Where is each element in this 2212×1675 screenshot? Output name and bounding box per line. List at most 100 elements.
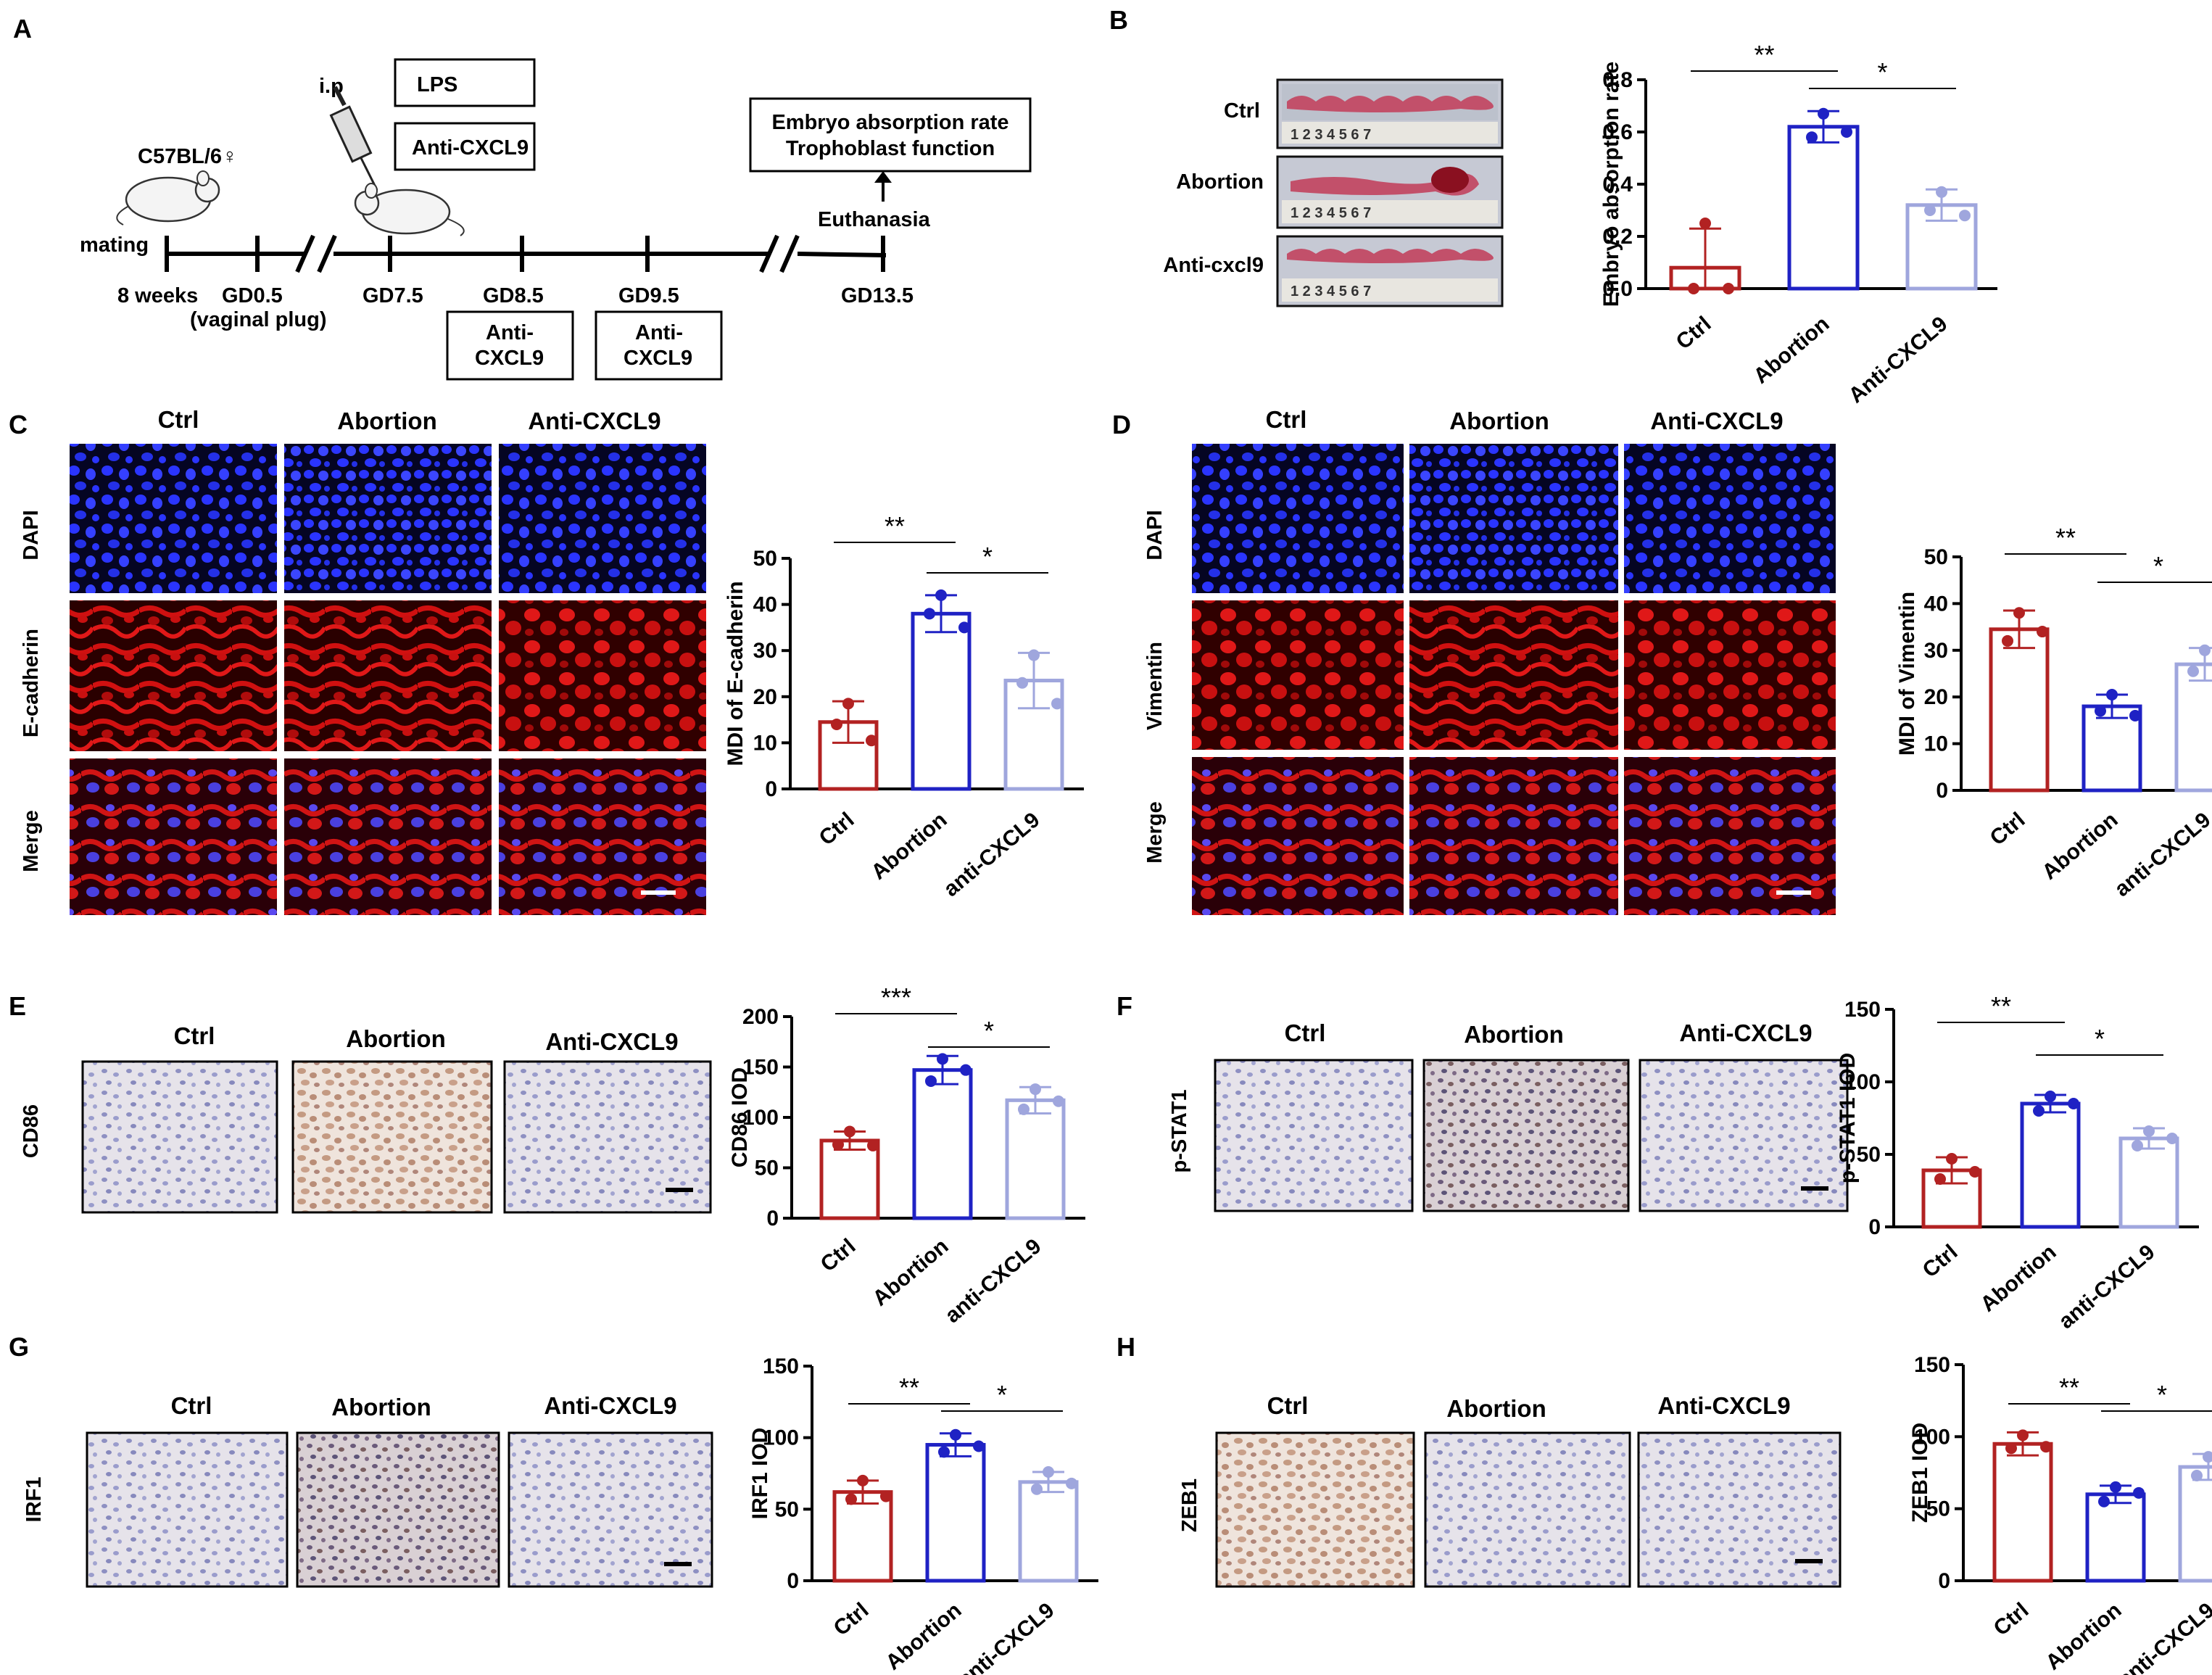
data-point bbox=[2199, 644, 2211, 656]
data-point bbox=[1699, 218, 1711, 229]
category-label: Ctrl bbox=[1918, 1240, 1963, 1282]
bar bbox=[2020, 1101, 2081, 1229]
panel-label-d: D bbox=[1112, 410, 1131, 439]
y-tick-label: 30 bbox=[1924, 639, 1948, 663]
mouse-icon bbox=[116, 170, 220, 226]
row-label: CD86 bbox=[20, 1104, 43, 1158]
anti-cxcl9-box-label: Anti-CXCL9 bbox=[412, 136, 529, 160]
data-point bbox=[950, 1428, 961, 1441]
bar bbox=[2178, 1465, 2212, 1583]
scale-bar bbox=[1801, 1186, 1828, 1191]
weeks-label: 8 weeks bbox=[117, 284, 198, 307]
scale-bar bbox=[1776, 890, 1811, 895]
bar bbox=[1992, 1442, 2053, 1583]
micrograph-dapi bbox=[1409, 444, 1618, 593]
data-point bbox=[973, 1440, 985, 1452]
scale-bar bbox=[666, 1188, 693, 1192]
category-label: anti-CXCL9 bbox=[2054, 1240, 2159, 1333]
panel-g: G Ctrl Abortion Anti-CXCL9 IRF1 bbox=[9, 1332, 713, 1588]
y-tick-label: 50 bbox=[1924, 545, 1948, 569]
mating-label: mating bbox=[80, 233, 149, 257]
data-point bbox=[2033, 1105, 2045, 1117]
y-tick-label: 100 bbox=[1914, 1425, 1950, 1449]
category-label: Ctrl bbox=[1986, 808, 2030, 850]
significance-mark: * bbox=[2095, 1024, 2105, 1054]
y-tick-label: 50 bbox=[775, 1497, 799, 1521]
data-point bbox=[2095, 705, 2106, 717]
micrograph-dapi bbox=[1624, 444, 1836, 593]
data-point bbox=[2203, 1451, 2212, 1463]
y-axis-label: MDI of E-cadherin bbox=[724, 581, 747, 766]
panel-label-a: A bbox=[13, 14, 32, 44]
significance-mark: ** bbox=[885, 511, 905, 541]
bar bbox=[2085, 1492, 2146, 1583]
row-label: ZEB1 bbox=[1178, 1478, 1201, 1532]
data-point bbox=[857, 1474, 869, 1486]
data-point bbox=[1031, 1483, 1043, 1495]
panel-c: C Ctrl Abortion Anti-CXCL9 DAPI E-cadher… bbox=[9, 406, 706, 915]
data-point bbox=[924, 608, 935, 620]
uterus-photo: 1 2 3 4 5 6 7 bbox=[1276, 155, 1504, 229]
data-point bbox=[2037, 626, 2048, 638]
uterus-photo: 1 2 3 4 5 6 7 bbox=[1276, 78, 1504, 149]
bar bbox=[1005, 1098, 1066, 1220]
ihc-image bbox=[503, 1060, 712, 1214]
ihc-image bbox=[86, 1431, 289, 1588]
col-header: Ctrl bbox=[158, 406, 199, 433]
category-label: Abortion bbox=[2038, 808, 2123, 885]
panel-b: B Ctrl Abortion Anti-cxcl9 1 2 3 4 5 6 7… bbox=[1109, 5, 1504, 307]
category-label: Abortion bbox=[882, 1598, 966, 1675]
panel-label-c: C bbox=[9, 410, 28, 439]
data-point bbox=[2133, 1486, 2145, 1499]
panel-e: E Ctrl Abortion Anti-CXCL9 CD86 bbox=[9, 991, 712, 1214]
y-axis-label: IRF1 IOD bbox=[748, 1428, 772, 1520]
micrograph-merge bbox=[1624, 757, 1836, 915]
lps-label: LPS bbox=[417, 73, 457, 96]
micrograph-ecadherin bbox=[284, 600, 492, 751]
bar bbox=[819, 1138, 880, 1220]
category-label: Ctrl bbox=[816, 1234, 861, 1276]
data-point bbox=[2017, 1429, 2029, 1442]
data-point bbox=[2106, 688, 2118, 700]
col-header: Abortion bbox=[331, 1394, 431, 1420]
bar-chart-e: 0 50 100 150 200 CD86 IOD Ctrl Abortionanti-CXC… bbox=[728, 983, 1085, 1328]
y-tick-label: 0.4 bbox=[1602, 173, 1633, 197]
data-point bbox=[960, 1064, 972, 1076]
category-label: Ctrl bbox=[1989, 1598, 2034, 1640]
y-tick-label: 0.6 bbox=[1602, 120, 1633, 144]
micrograph-merge bbox=[70, 758, 277, 915]
col-header: Abortion bbox=[346, 1025, 445, 1052]
category-label: anti-CXCL9 bbox=[953, 1598, 1059, 1675]
gd85-anti-line1: Anti- bbox=[486, 321, 534, 344]
data-point bbox=[1043, 1466, 1054, 1478]
col-header: Abortion bbox=[337, 408, 436, 434]
data-point bbox=[1946, 1153, 1958, 1165]
data-point bbox=[866, 735, 877, 747]
col-header: Ctrl bbox=[171, 1392, 212, 1419]
micrograph-vimentin bbox=[1192, 600, 1404, 750]
bar bbox=[1018, 1480, 1079, 1583]
significance-mark: * bbox=[1877, 57, 1887, 87]
data-point bbox=[2002, 634, 2013, 647]
bar bbox=[1787, 125, 1860, 291]
y-tick-label: 0 bbox=[1936, 779, 1948, 803]
panel-label-g: G bbox=[9, 1332, 29, 1362]
data-point bbox=[2005, 1442, 2017, 1455]
y-tick-label: 50 bbox=[1926, 1497, 1950, 1521]
category-label: Abortion bbox=[2042, 1598, 2126, 1675]
lps-box bbox=[394, 58, 536, 107]
col-header: Ctrl bbox=[1267, 1392, 1309, 1419]
y-tick-label: 0 bbox=[766, 1207, 779, 1231]
data-point bbox=[1053, 1095, 1064, 1107]
category-label: Abortion bbox=[1976, 1240, 2061, 1317]
ihc-image bbox=[1639, 1059, 1849, 1212]
data-point bbox=[937, 1053, 948, 1065]
y-tick-label: 150 bbox=[1914, 1353, 1950, 1377]
data-point bbox=[1030, 1083, 1041, 1096]
significance-mark: ** bbox=[2055, 523, 2076, 553]
y-tick-label: 100 bbox=[742, 1106, 779, 1130]
significance-mark: * bbox=[2153, 551, 2163, 581]
scale-bar bbox=[1795, 1559, 1823, 1563]
